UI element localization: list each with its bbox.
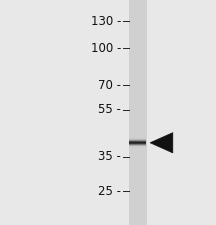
Bar: [129, 0, 147, 225]
Bar: [129, 148, 146, 149]
Bar: [129, 136, 146, 137]
Bar: [129, 137, 146, 138]
Text: 130 -: 130 -: [91, 15, 121, 28]
Bar: [129, 143, 146, 144]
Bar: [129, 142, 146, 143]
Bar: [129, 141, 146, 142]
Bar: [129, 138, 146, 139]
Bar: [129, 140, 146, 141]
Bar: [129, 145, 146, 146]
Text: 35 -: 35 -: [98, 150, 121, 163]
Text: 25 -: 25 -: [98, 185, 121, 198]
Text: 55 -: 55 -: [98, 104, 121, 117]
Bar: [129, 139, 146, 140]
Text: 70 -: 70 -: [98, 79, 121, 92]
Bar: [129, 146, 146, 147]
Bar: [129, 144, 146, 145]
Text: 100 -: 100 -: [91, 42, 121, 55]
Polygon shape: [150, 133, 173, 153]
Bar: [129, 147, 146, 148]
